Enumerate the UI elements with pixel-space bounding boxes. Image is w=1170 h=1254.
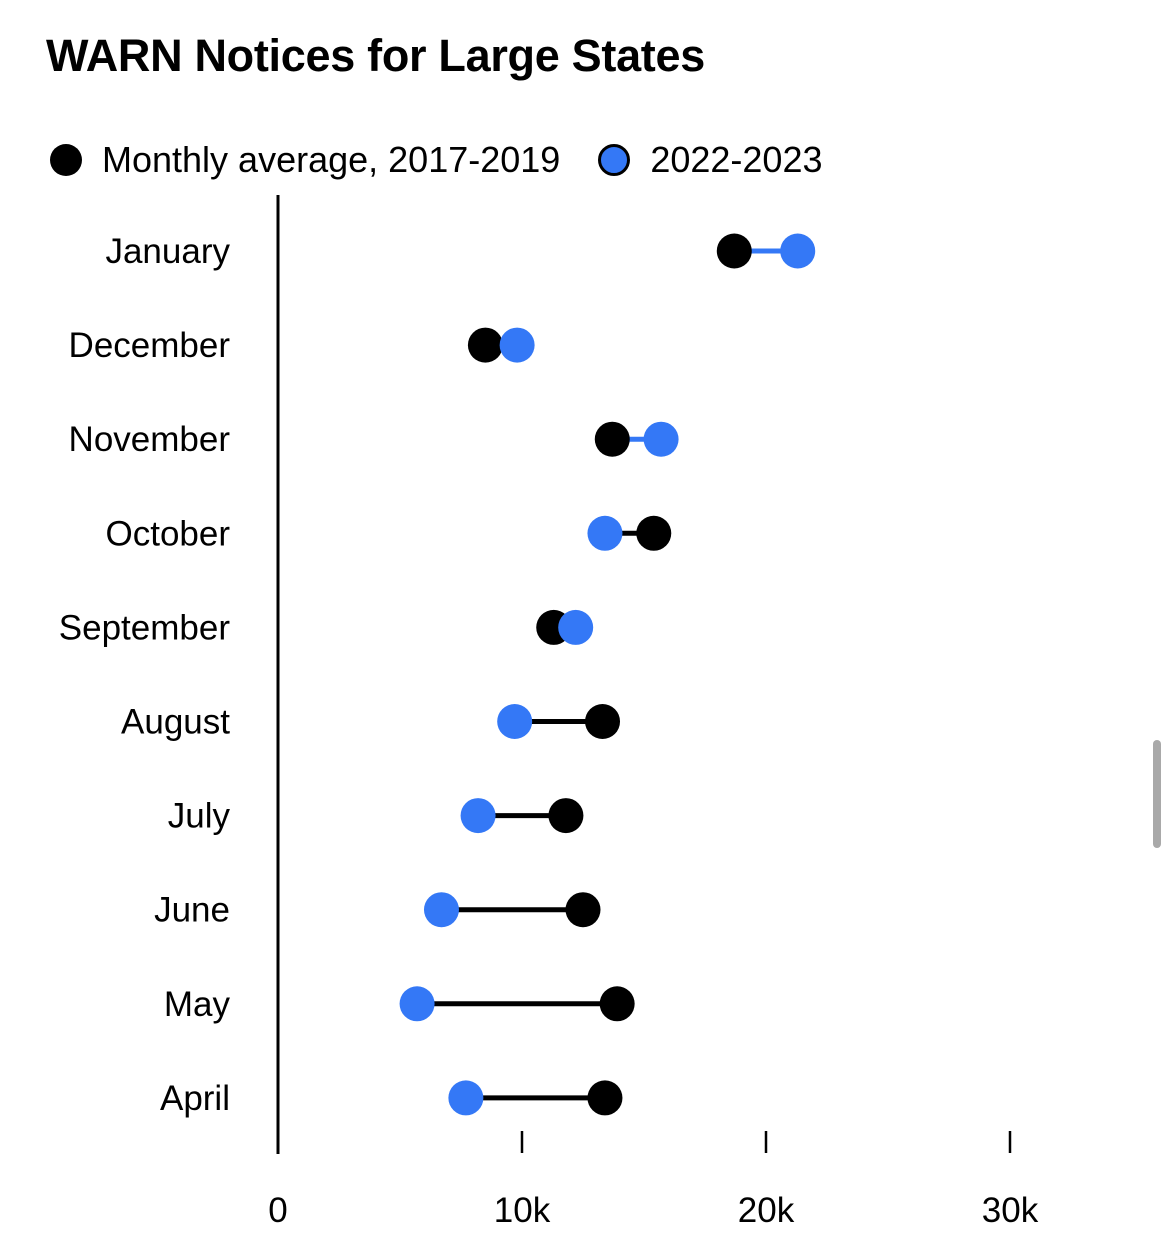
category-label: August [121,703,230,742]
recent-dot [399,986,435,1022]
recent-dot [587,515,623,551]
category-label: June [154,891,230,930]
x-tick-label: 0 [268,1191,287,1230]
baseline-dot [716,233,752,269]
x-tick-label: 30k [982,1191,1039,1230]
chart-legend: Monthly average, 2017-2019 2022-2023 [50,138,861,182]
category-label: October [106,514,231,553]
legend-label-baseline: Monthly average, 2017-2019 [102,139,561,180]
baseline-dot [594,421,630,457]
baseline-dot [636,515,672,551]
category-label: November [69,420,231,459]
recent-dot [423,892,459,928]
category-label: January [105,232,230,271]
x-tick-label: 10k [494,1191,551,1230]
baseline-dot [585,704,621,739]
legend-item-baseline: Monthly average, 2017-2019 [50,139,560,181]
category-label: September [59,608,231,647]
category-label: April [160,1079,230,1118]
baseline-dot [587,1080,623,1116]
legend-swatch-baseline [50,144,82,176]
recent-dot [780,233,816,269]
legend-label-recent: 2022-2023 [650,139,823,180]
legend-item-recent: 2022-2023 [598,139,823,181]
recent-dot [460,798,496,834]
category-label: May [164,985,231,1024]
chart-title: WARN Notices for Large States [46,30,705,81]
recent-dot [448,1080,484,1116]
scrollbar[interactable] [1153,740,1161,848]
category-label: December [69,326,231,365]
recent-dot [558,609,594,645]
x-tick-label: 20k [738,1191,795,1230]
category-label: July [168,797,231,836]
legend-swatch-recent [598,144,631,176]
recent-dot [499,327,535,363]
baseline-dot [565,892,601,928]
baseline-dot [467,327,503,363]
recent-dot [643,421,679,457]
baseline-dot [599,986,635,1022]
baseline-dot [548,798,584,834]
recent-dot [497,704,533,739]
